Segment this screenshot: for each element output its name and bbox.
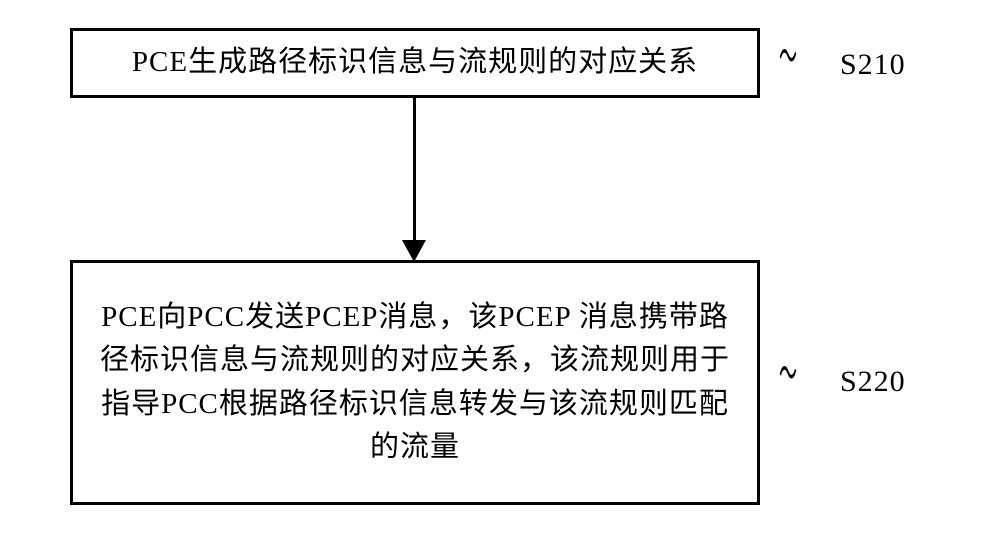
flow-step-1: PCE生成路径标识信息与流规则的对应关系 (70, 28, 760, 98)
step-label-2: S220 (840, 365, 906, 399)
arrow-head-icon (402, 240, 426, 262)
flowchart-container: PCE生成路径标识信息与流规则的对应关系 〜 S210 PCE向PCC发送PCE… (0, 0, 1000, 548)
connector-2: 〜 (779, 336, 797, 404)
flow-step-1-text: PCE生成路径标识信息与流规则的对应关系 (132, 41, 698, 85)
flow-step-2-text: PCE向PCC发送PCEP消息，该PCEP 消息携带路径标识信息与流规则的对应关… (93, 296, 737, 470)
step-label-1: S210 (840, 48, 906, 82)
arrow-line (413, 98, 416, 243)
connector-1: 〜 (779, 19, 797, 87)
flow-step-2: PCE向PCC发送PCEP消息，该PCEP 消息携带路径标识信息与流规则的对应关… (70, 260, 760, 505)
